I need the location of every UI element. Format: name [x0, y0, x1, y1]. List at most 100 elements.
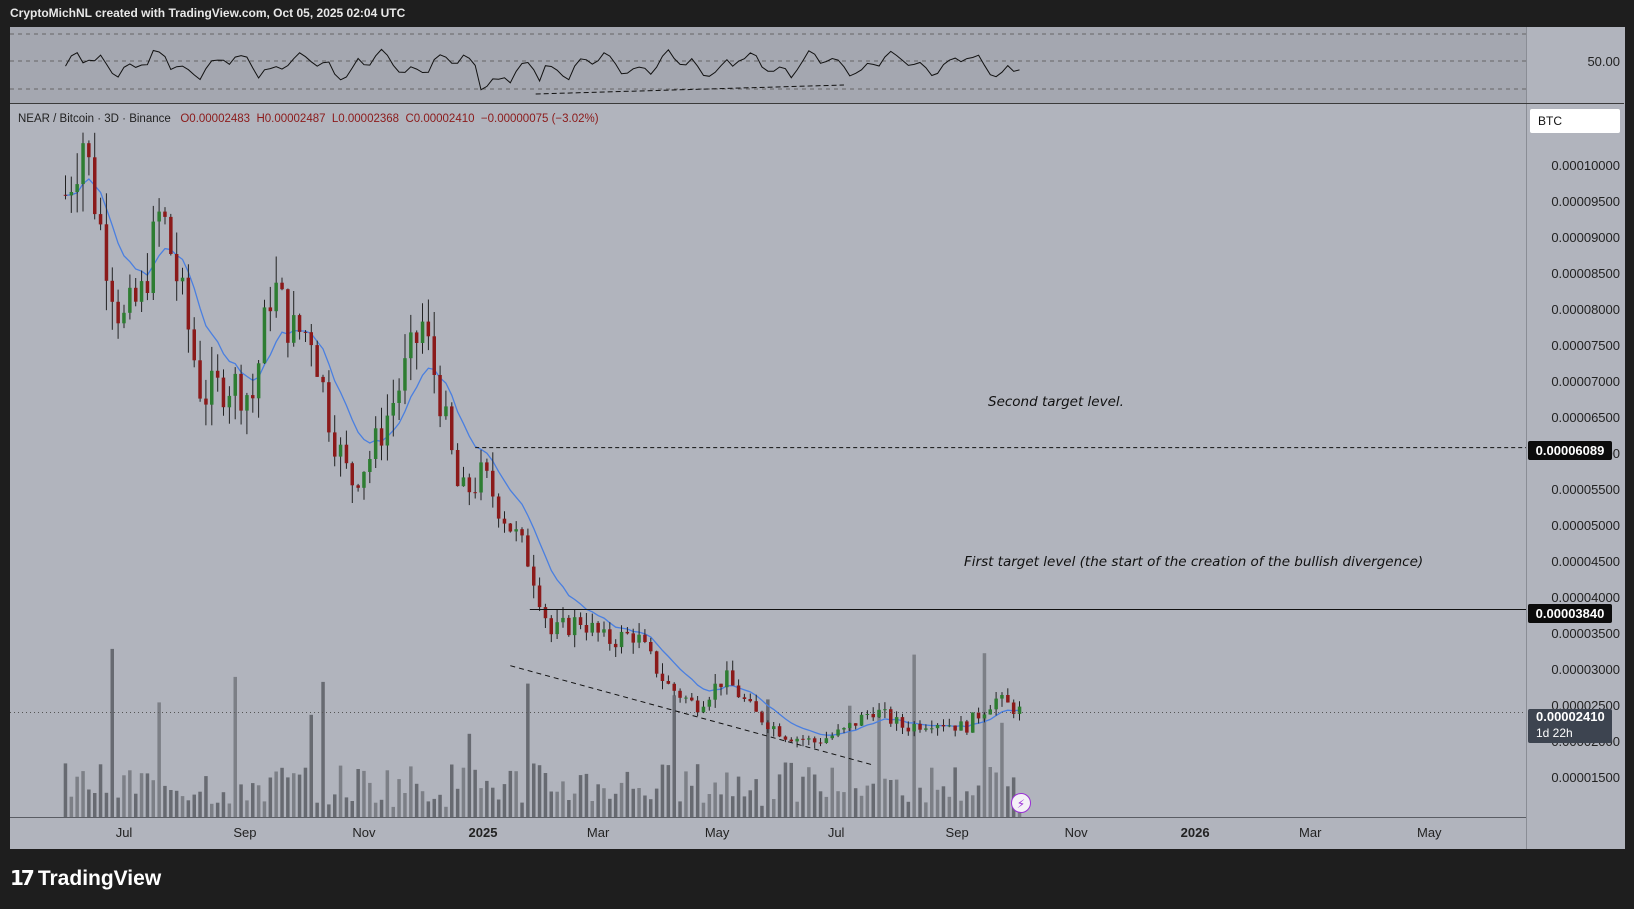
candle-body: [280, 282, 284, 290]
candle-body: [994, 698, 998, 710]
bar-countdown: 1d 22h: [1536, 726, 1573, 740]
price-tick: 0.00006500: [1551, 410, 1620, 425]
candle-body: [485, 462, 489, 471]
candle-body: [812, 738, 817, 743]
rsi-pane: [10, 27, 1526, 103]
volume-bar: [210, 803, 214, 817]
candle-body: [613, 643, 618, 648]
candle-body: [139, 281, 144, 302]
candle-body: [414, 332, 419, 343]
volume-bar: [695, 764, 700, 817]
volume-bar: [333, 794, 337, 817]
volume-bar: [215, 802, 220, 817]
candle-body: [959, 721, 963, 731]
volume-bar: [75, 776, 79, 817]
candle-body: [75, 184, 79, 192]
volume-bar: [971, 795, 975, 817]
candle-body: [549, 618, 553, 635]
candle-body: [93, 157, 97, 215]
tradingview-logo[interactable]: 𝟭𝟳 TradingView: [10, 866, 161, 891]
volume-bar: [292, 773, 296, 817]
candle-body: [350, 463, 354, 486]
candle-body: [912, 723, 916, 732]
candle-body: [953, 725, 957, 731]
candle-body: [315, 345, 319, 377]
candle-body: [450, 406, 454, 451]
pane-separator[interactable]: [10, 103, 1624, 104]
candle-body: [204, 398, 208, 405]
volume-bar: [889, 780, 893, 817]
volume-bar: [163, 785, 167, 817]
volume-bar: [169, 790, 173, 817]
volume-bar: [151, 780, 155, 817]
candle-body: [783, 736, 788, 740]
candle-body: [251, 395, 255, 399]
volume-bar: [772, 799, 776, 817]
candle-body: [836, 729, 840, 736]
volume-bar: [924, 802, 928, 817]
lightning-icon[interactable]: ⚡: [1011, 793, 1031, 813]
candle-body: [385, 415, 390, 446]
price-tick: 0.00001500: [1551, 770, 1620, 785]
symbol-box[interactable]: BTC: [1530, 109, 1620, 133]
candle-body: [713, 683, 717, 700]
candle-body: [988, 709, 992, 715]
candle-body: [496, 496, 501, 519]
volume-bar: [455, 788, 460, 817]
volume-bar: [356, 769, 360, 817]
candle-body: [672, 683, 676, 691]
candle-body: [333, 432, 337, 457]
volume-bar: [297, 774, 302, 817]
candle-body: [637, 634, 641, 643]
price-tick: 0.00003500: [1551, 626, 1620, 641]
time-tick: Mar: [586, 825, 610, 840]
volume-bar: [327, 804, 331, 817]
volume-bar: [426, 801, 431, 817]
volume-bar: [930, 767, 934, 817]
volume-bar: [373, 802, 378, 817]
candle-body: [1011, 702, 1016, 714]
price-tick: 0.00005000: [1551, 518, 1620, 533]
candle-body: [444, 406, 448, 417]
volume-bar: [122, 775, 126, 817]
volume-bar: [619, 782, 624, 817]
candle-body: [795, 738, 799, 742]
volume-bar: [596, 784, 600, 817]
candle-body: [830, 735, 834, 739]
candle-body: [889, 709, 893, 724]
price-tick: 0.00004000: [1551, 590, 1620, 605]
rsi-line: [65, 48, 1020, 91]
volume-bar: [391, 806, 395, 817]
ticker-legend[interactable]: NEAR / Bitcoin · 3D · Binance O0.0000248…: [18, 113, 599, 125]
volume-bar: [742, 796, 747, 817]
candle-body: [356, 485, 360, 488]
volume-bar: [251, 783, 255, 817]
candle-body: [338, 444, 343, 457]
price-divergence-line: [510, 665, 874, 766]
candle-body: [473, 492, 477, 494]
candle-body: [725, 670, 729, 688]
volume-bar: [549, 791, 553, 817]
volume-bar: [935, 789, 940, 817]
candle-body: [924, 728, 928, 730]
volume-bar: [690, 785, 694, 817]
volume-bar: [526, 683, 530, 817]
volume-bar: [397, 779, 401, 817]
volume-bar: [139, 773, 144, 817]
candle-body: [976, 712, 981, 719]
volume-bar: [824, 796, 829, 817]
volume-bar: [338, 765, 343, 817]
candle-body: [215, 370, 220, 378]
candle-body: [807, 738, 811, 740]
candle-body: [239, 373, 243, 411]
volume-bar: [444, 806, 448, 817]
volume-bar: [491, 787, 495, 817]
candle-body: [567, 617, 571, 636]
candle-body: [233, 373, 237, 396]
volume-bar: [110, 648, 114, 817]
volume-bar: [496, 799, 501, 817]
time-tick: May: [1416, 825, 1442, 840]
rsi-level-label: 50.00: [1587, 54, 1620, 69]
volume-bar: [134, 793, 138, 817]
